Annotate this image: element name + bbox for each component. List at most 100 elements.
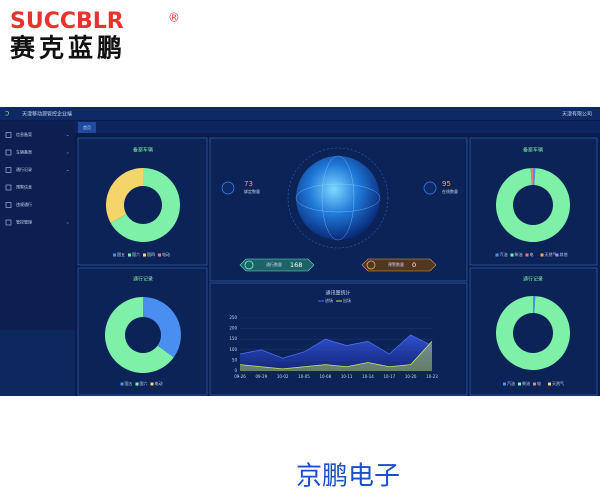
chart-title: 备案车辆 (523, 147, 543, 154)
x-tick-label: 10-20 (405, 374, 417, 379)
globe-ring (287, 147, 389, 249)
menu-chevron[interactable]: ⌄ (66, 150, 69, 155)
legend-swatch (510, 253, 514, 257)
legend-swatch (158, 253, 161, 257)
stat-icon (423, 181, 437, 195)
menu-chevron[interactable]: ⌄ (66, 167, 69, 172)
line (239, 334, 433, 359)
legend-label: 汽油 (507, 380, 515, 386)
x-tick-label: 10-02 (277, 374, 289, 379)
legend-label: 其他 (560, 251, 568, 257)
menu-icon[interactable] (5, 167, 12, 173)
menu-item[interactable]: 违规通行 (16, 201, 32, 207)
pie-slice (105, 297, 174, 373)
counter-label: 预警数量 (388, 261, 404, 267)
counter-label: 通行数量 (266, 261, 282, 267)
panel (469, 267, 598, 396)
counter-box (361, 258, 437, 272)
panel (469, 137, 598, 266)
globe (296, 156, 380, 240)
legend-label: 电动 (162, 251, 170, 257)
legend-swatch (150, 382, 154, 386)
brand-name: 赛克蓝鹏 (9, 34, 126, 63)
menu-item[interactable]: 管控管理 (16, 219, 32, 225)
globe-line (321, 155, 355, 241)
legend-swatch (128, 253, 131, 257)
menu-item[interactable]: 通行记录 (16, 166, 32, 172)
counter-box (239, 258, 315, 272)
legend-swatch (540, 253, 544, 257)
stat-icon (221, 181, 235, 195)
x-tick-label: 10-08 (320, 374, 332, 379)
menu-item[interactable]: 预警信息 (16, 184, 32, 190)
brand: SUCCBLR (10, 9, 124, 34)
counter-value: 168 (290, 261, 302, 269)
tab-label[interactable]: 首页 (83, 124, 91, 130)
tab-bar (75, 121, 600, 133)
stat-value: 73 (244, 180, 253, 188)
counter-value: 0 (412, 261, 416, 269)
legend-label: 柴油 (522, 380, 530, 386)
panel (77, 137, 208, 266)
legend-swatch (533, 382, 536, 386)
menu-icon[interactable] (5, 184, 12, 191)
legend-label: 柴油 (515, 251, 523, 257)
legend-swatch (113, 253, 116, 257)
tab[interactable] (78, 122, 96, 133)
y-tick-label: 150 (229, 336, 237, 341)
x-tick-label: 10-14 (362, 374, 374, 379)
x-tick-label: 09-29 (256, 374, 268, 379)
legend-label: 出场 (343, 297, 351, 303)
legend-label: 天然气 (545, 251, 557, 257)
menu-icon[interactable] (5, 132, 12, 138)
chart-title: 备案车辆 (133, 147, 153, 154)
x-tick-label: 09-26 (234, 374, 246, 379)
legend-swatch (120, 382, 124, 386)
menu-chevron[interactable]: ⌄ (66, 220, 69, 225)
chart-title: 通讯量统计 (325, 290, 350, 297)
app-logo: Ɔ (5, 111, 9, 118)
panel (77, 267, 208, 396)
pie-slice (530, 168, 533, 186)
y-tick-label: 0 (234, 368, 237, 373)
menu-chevron[interactable]: ⌄ (66, 132, 69, 137)
menu-icon[interactable] (5, 219, 12, 226)
registered-mark: ® (168, 11, 180, 25)
stat-label: 绑定数量 (244, 188, 260, 194)
x-tick-label: 10-11 (341, 374, 353, 379)
area (240, 341, 432, 371)
menu-item[interactable]: 信息备案 (16, 131, 32, 137)
pie-slice (533, 296, 536, 314)
legend-swatch (495, 253, 499, 257)
legend-label: 国六 (132, 251, 140, 257)
pie-slice (143, 297, 182, 358)
legend-label: 电 (530, 251, 534, 257)
menu-item[interactable]: 车辆备案 (16, 149, 32, 155)
app-title: 天津移动源管控企业端 (22, 111, 72, 118)
line (239, 341, 433, 370)
menu-icon[interactable] (5, 149, 12, 156)
sidebar-decor (0, 330, 75, 396)
globe-line (295, 183, 381, 213)
menu-icon[interactable] (5, 202, 12, 208)
legend-swatch (548, 382, 551, 386)
legend-label: 国四 (147, 251, 155, 257)
legend-label: 国五 (117, 251, 125, 257)
legend-swatch (503, 382, 506, 386)
counter-icon (366, 260, 376, 270)
pie-slice (495, 168, 570, 242)
y-tick-label: 200 (229, 326, 237, 331)
legend-label: 电动 (155, 380, 163, 386)
legend-label: 进场 (325, 297, 333, 303)
chart-title: 通行记录 (133, 276, 153, 283)
legend-label: 国五 (125, 380, 133, 386)
area (240, 334, 432, 371)
legend-label: 天然气 (552, 380, 564, 386)
counter-icon (244, 260, 254, 270)
top-bar (0, 107, 600, 120)
y-tick-label: 100 (229, 347, 237, 352)
x-tick-label: 10-23 (426, 374, 438, 379)
company: 天津有限公司 (562, 111, 592, 118)
legend-swatch (518, 382, 521, 386)
pie-slice (496, 296, 571, 370)
